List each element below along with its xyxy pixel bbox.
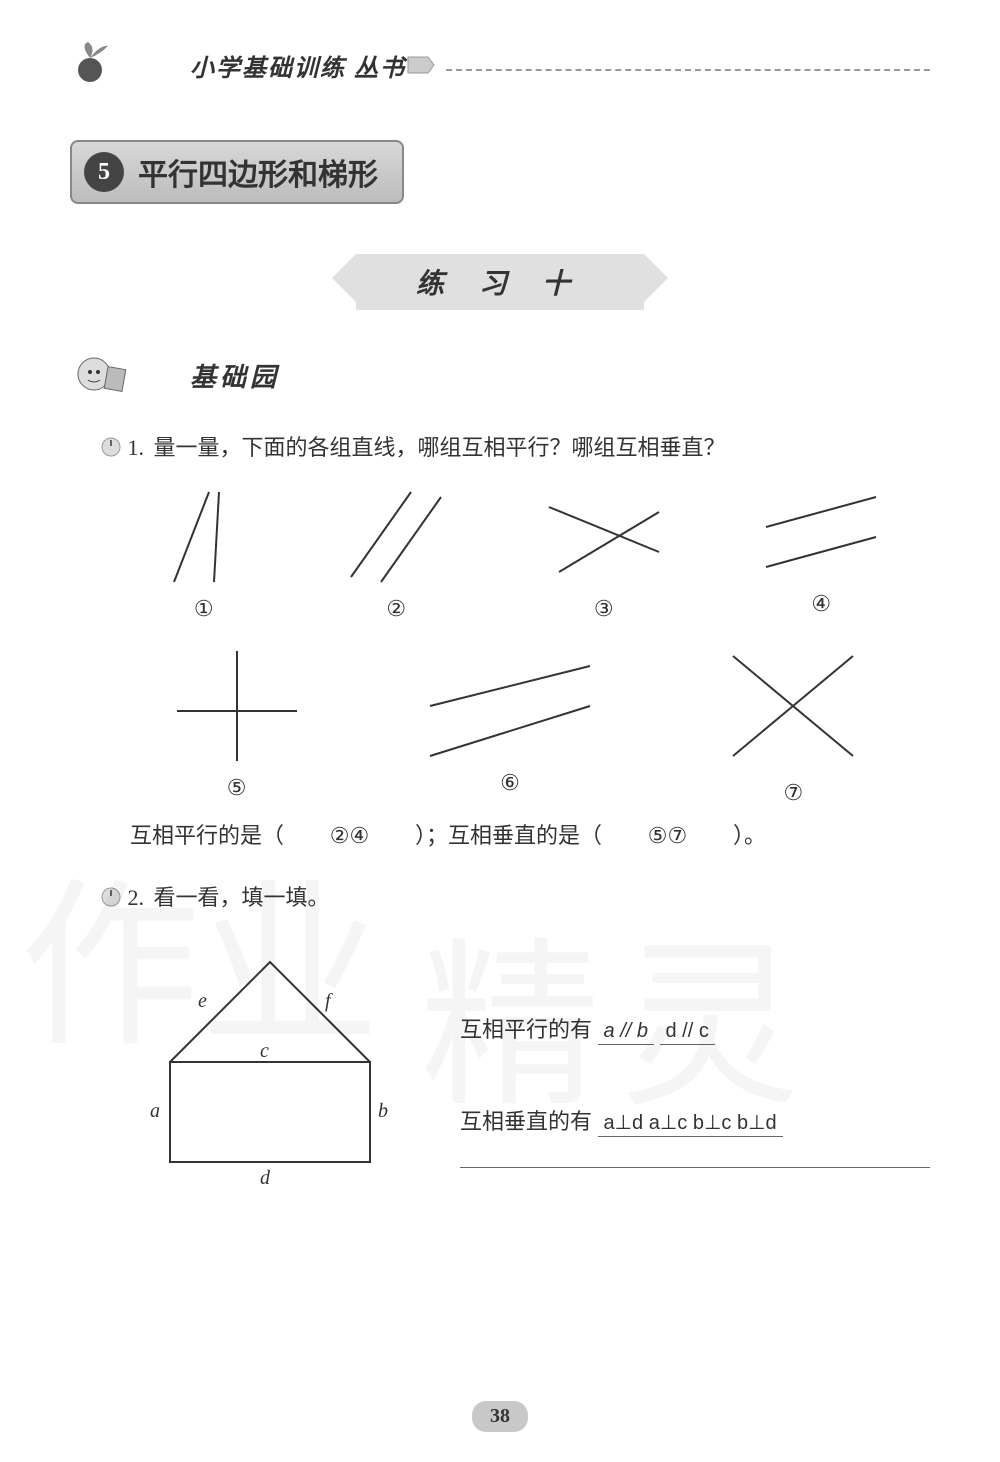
page-number: 38 [472, 1401, 528, 1432]
diagram-label: ① [154, 596, 254, 622]
diagram-label: ③ [539, 596, 669, 622]
bullet-icon [100, 886, 122, 908]
diagram-label: ② [341, 596, 451, 622]
question-1: 1. 量一量，下面的各组直线，哪组互相平行？哪组互相垂直？ [70, 430, 930, 462]
series-title: 小学基础训练 丛书 [190, 48, 406, 83]
bullet-icon [100, 436, 122, 458]
q2-parallel-label: 互相平行的有 [460, 1017, 592, 1042]
q2-perp-answer: a⊥d a⊥c b⊥c b⊥d [598, 1112, 783, 1137]
q2-figure: a b c d e f [120, 932, 400, 1192]
q2-blank-line [460, 1146, 930, 1168]
diagram-label: ④ [756, 591, 886, 617]
exercise-banner: 练 习 十 [70, 254, 930, 310]
label-e: e [198, 990, 207, 1012]
page-header: 小学基础训练 丛书 [70, 40, 930, 90]
diagram-label: ⑤ [167, 775, 307, 801]
q2-parallel-answer: d // c [660, 1020, 715, 1045]
line-diagram-1: ① [154, 482, 254, 622]
q2-parallel-preset: a // b [598, 1020, 654, 1045]
chapter-number: 5 [84, 152, 124, 192]
q1-parallel-label: 互相平行的是（ [130, 823, 284, 848]
exercise-title: 练 习 十 [356, 254, 644, 310]
header-divider [446, 69, 930, 71]
q2-number: 2. [128, 885, 145, 910]
line-diagram-6: ⑥ [420, 646, 600, 796]
diagram-label: ⑦ [713, 780, 873, 806]
label-b: b [378, 1100, 388, 1122]
line-diagram-5: ⑤ [167, 641, 307, 801]
diagram-label: ⑥ [420, 770, 600, 796]
q1-perp-answer: ⑤⑦ [608, 823, 728, 849]
q1-text: 量一量，下面的各组直线，哪组互相平行？哪组互相垂直？ [154, 435, 726, 460]
q1-perp-label: ）；互相垂直的是（ [415, 823, 602, 848]
section-label: 基础园 [70, 350, 930, 400]
line-diagram-2: ② [341, 482, 451, 622]
chapter-banner: 5 平行四边形和梯形 [70, 140, 404, 204]
header-decoration-icon [70, 40, 130, 90]
mascot-icon [70, 350, 130, 400]
label-d: d [260, 1167, 271, 1189]
q1-parallel-answer: ②④ [290, 823, 410, 849]
q2-perp-label: 互相垂直的有 [460, 1109, 592, 1134]
line-diagram-3: ③ [539, 482, 669, 622]
question-2: 2. 看一看，填一填。 [70, 880, 930, 912]
section-label-text: 基础园 [190, 357, 280, 394]
q1-number: 1. [128, 435, 145, 460]
chapter-title: 平行四边形和梯形 [138, 150, 378, 194]
line-diagram-7: ⑦ [713, 636, 873, 806]
label-f: f [325, 990, 333, 1012]
q1-close: ）。 [733, 823, 766, 848]
label-a: a [150, 1100, 160, 1122]
q1-answer-line: 互相平行的是（ ②④ ）；互相垂直的是（ ⑤⑦ ）。 [70, 818, 930, 850]
line-diagram-4: ④ [756, 487, 886, 617]
q1-diagram-row-1: ① ② ③ ④ [110, 482, 930, 622]
q2-text: 看一看，填一填。 [154, 885, 330, 910]
q2-answers: 互相平行的有 a // b d // c 互相垂直的有 a⊥d a⊥c b⊥c … [460, 932, 930, 1168]
label-c: c [260, 1040, 269, 1062]
arrow-icon [406, 53, 436, 77]
q1-diagram-row-2: ⑤ ⑥ ⑦ [110, 636, 930, 806]
